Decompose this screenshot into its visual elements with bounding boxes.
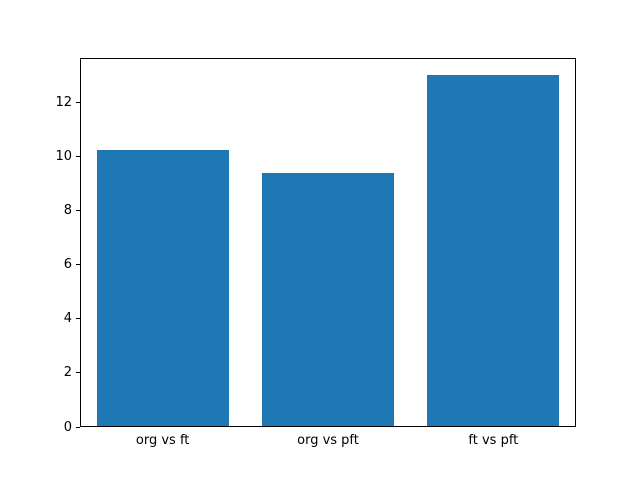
bar-org-vs-ft (96, 150, 229, 426)
bar-org-vs-pft (261, 173, 395, 426)
bar-ft-vs-pft (427, 74, 560, 426)
y-tick-mark (76, 372, 80, 374)
plot-area (80, 58, 576, 427)
y-tick-mark (76, 318, 80, 320)
y-tick-label: 8 (63, 203, 72, 219)
y-tick-label: 12 (55, 95, 72, 111)
y-tick-mark (76, 102, 80, 104)
y-tick-label: 6 (63, 257, 72, 273)
y-tick-mark (76, 426, 80, 428)
y-tick-label: 0 (63, 419, 72, 435)
x-tick-label-org-vs-ft: org vs ft (135, 433, 190, 448)
y-tick-mark (76, 210, 80, 212)
y-tick-label: 2 (63, 365, 72, 381)
y-tick-mark (76, 156, 80, 158)
x-tick-label-ft-vs-pft: ft vs pft (468, 433, 519, 448)
y-tick-label: 4 (63, 311, 72, 327)
y-tick-label: 10 (55, 149, 72, 165)
x-tick-label-org-vs-pft: org vs pft (297, 433, 359, 448)
y-tick-mark (76, 264, 80, 266)
